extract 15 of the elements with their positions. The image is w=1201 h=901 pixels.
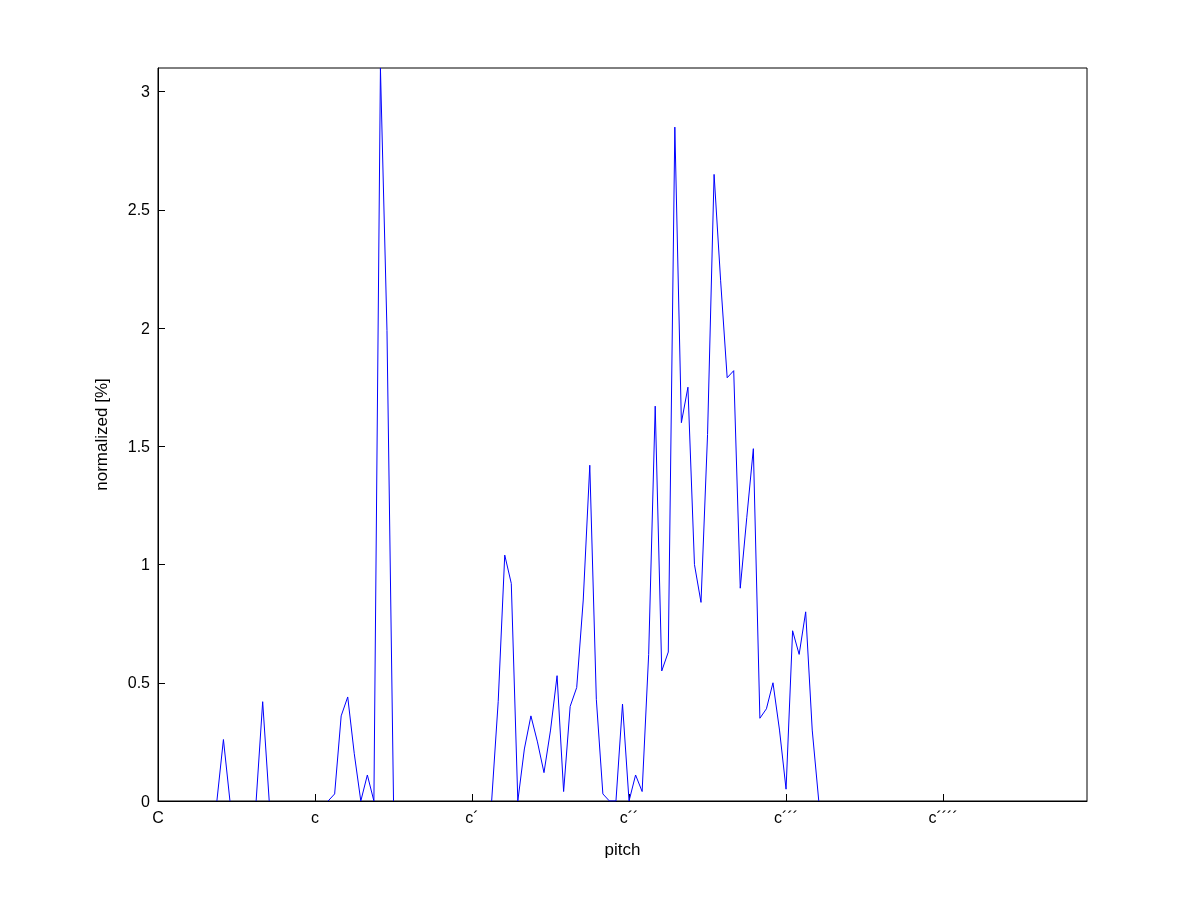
x-tick-label: c: [311, 808, 320, 826]
y-tick-label: 3: [141, 83, 151, 101]
y-tick-label: 0.5: [127, 674, 151, 692]
y-tick-label: 1: [141, 556, 151, 574]
y-axis-title: normalized [%]: [92, 378, 111, 491]
x-tick-label: C: [152, 808, 164, 826]
x-axis-title: pitch: [604, 840, 641, 859]
y-tick-label: 0: [141, 792, 151, 810]
x-tick-label: c´´: [619, 808, 639, 826]
y-tick-label: 1.5: [127, 437, 151, 455]
x-tick-label: c´´´: [774, 808, 799, 826]
y-tick-label: 2.5: [127, 201, 151, 219]
y-tick-label: 2: [141, 319, 151, 337]
x-tick-label: c´: [465, 808, 479, 826]
x-tick-label: c´´´´: [928, 808, 958, 826]
